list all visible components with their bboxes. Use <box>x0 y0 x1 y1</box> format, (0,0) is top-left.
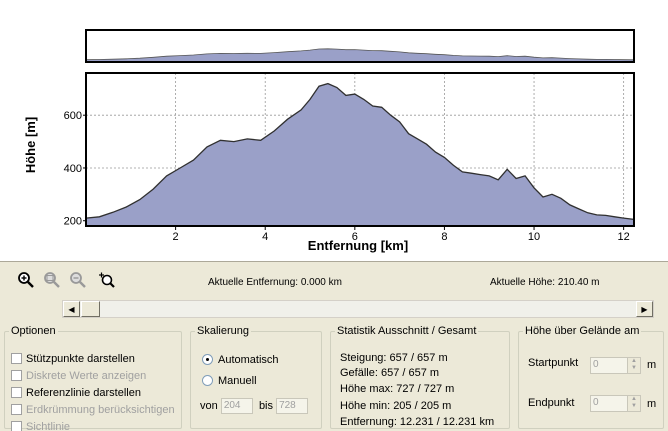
options-group-title: Optionen <box>11 325 56 337</box>
from-label: von <box>200 399 218 412</box>
x-tick-label: 8 <box>441 231 447 243</box>
scaling-range-row: von 204 bis 728 <box>200 398 309 414</box>
checkbox <box>11 370 22 381</box>
zoom-reset-icon[interactable] <box>97 270 115 288</box>
arrow-left-icon: ◀ <box>68 304 75 314</box>
radio-button[interactable] <box>202 354 213 365</box>
plot-frame <box>85 72 635 227</box>
stat-max-height: Höhe max: 727 / 727 m <box>340 383 455 395</box>
to-label: bis <box>258 399 273 412</box>
scaling-auto-radio[interactable]: Automatisch <box>202 354 279 366</box>
stat-min-height: Höhe min: 205 / 205 m <box>340 400 452 412</box>
overview-area <box>85 48 635 63</box>
scaling-to-input: 728 <box>276 398 309 414</box>
scaling-from-input: 204 <box>220 398 253 414</box>
y-axis-label: Höhe [m] <box>23 117 38 173</box>
start-point-input: 0 <box>590 357 628 374</box>
overview-frame <box>85 29 635 63</box>
x-tick-label: 2 <box>173 231 179 243</box>
arrow-right-icon: ▶ <box>641 304 648 314</box>
statistics-group: Statistik Ausschnitt / Gesamt Steigung: … <box>330 325 510 429</box>
checkbox[interactable] <box>11 387 22 398</box>
start-point-label: Startpunkt <box>528 357 579 369</box>
end-point-spinner: ▲ ▼ <box>627 395 641 412</box>
spin-up-icon: ▲ <box>631 358 637 364</box>
zoom-in-icon[interactable] <box>16 270 34 288</box>
statistics-group-title: Statistik Ausschnitt / Gesamt <box>337 325 477 337</box>
scrollbar-thumb[interactable] <box>81 301 100 317</box>
stat-descent: Gefälle: 657 / 657 m <box>340 367 440 379</box>
x-tick-label: 12 <box>618 231 630 243</box>
scroll-right-button[interactable]: ▶ <box>636 301 653 317</box>
spin-up-icon: ▲ <box>631 396 637 402</box>
x-tick-label: 10 <box>528 231 540 243</box>
scaling-manual-radio[interactable]: Manuell <box>202 375 257 387</box>
option-discrete-values: Diskrete Werte anzeigen <box>11 370 146 382</box>
end-point-label: Endpunkt <box>528 397 575 409</box>
scaling-group: Skalierung Automatisch Manuell von 204 b… <box>190 325 322 429</box>
option-show-nodes[interactable]: Stützpunkte darstellen <box>11 353 135 365</box>
stat-ascent: Steigung: 657 / 657 m <box>340 352 448 364</box>
elevation-line <box>85 82 635 221</box>
terrain-height-group: Höhe über Gelände am Startpunkt 0 ▲ ▼ m … <box>518 325 664 429</box>
radio-button[interactable] <box>202 375 213 386</box>
checkbox[interactable] <box>11 353 22 364</box>
spin-down-icon: ▼ <box>631 365 637 371</box>
elevation-profile-panel: Höhe [m] Entfernung [km] 2 4 6 8 10 12 200 400 6… <box>0 0 668 262</box>
start-point-spinner: ▲ ▼ <box>627 357 641 374</box>
terrain-height-group-title: Höhe über Gelände am <box>525 325 640 337</box>
zoom-selection-icon[interactable] <box>42 270 60 288</box>
checkbox <box>11 404 22 415</box>
x-tick-label: 6 <box>352 231 358 243</box>
zoom-out-icon[interactable] <box>68 270 86 288</box>
end-point-input: 0 <box>590 395 628 412</box>
option-line-of-sight: Sichtlinie <box>11 421 70 431</box>
stat-distance: Entfernung: 12.231 / 12.231 km <box>340 416 495 428</box>
scroll-left-button[interactable]: ◀ <box>63 301 80 317</box>
spin-down-icon: ▼ <box>631 403 637 409</box>
options-group: Optionen Stützpunkte darstellen Diskrete… <box>4 325 182 431</box>
end-point-unit: m <box>647 398 657 410</box>
elevation-area <box>86 83 634 226</box>
scaling-group-title: Skalierung <box>197 325 249 337</box>
current-height-readout: Aktuelle Höhe: 210.40 m <box>490 277 600 288</box>
y-tick-label: 200 <box>64 216 82 228</box>
x-tick-label: 4 <box>262 231 268 243</box>
current-distance-readout: Aktuelle Entfernung: 0.000 km <box>208 277 342 288</box>
x-axis-label: Entfernung [km] <box>308 238 408 253</box>
option-reference-line[interactable]: Referenzlinie darstellen <box>11 387 141 399</box>
horizontal-scrollbar[interactable]: ◀ ▶ <box>62 300 654 318</box>
y-tick-label: 600 <box>64 110 82 122</box>
y-tick-label: 400 <box>64 163 82 175</box>
option-earth-curvature: Erdkrümmung berücksichtigen <box>11 404 175 416</box>
checkbox <box>11 421 22 431</box>
start-point-unit: m <box>647 359 657 371</box>
elevation-chart[interactable]: Höhe [m] Entfernung [km] 2 4 6 8 10 12 200 400 6… <box>0 0 668 262</box>
